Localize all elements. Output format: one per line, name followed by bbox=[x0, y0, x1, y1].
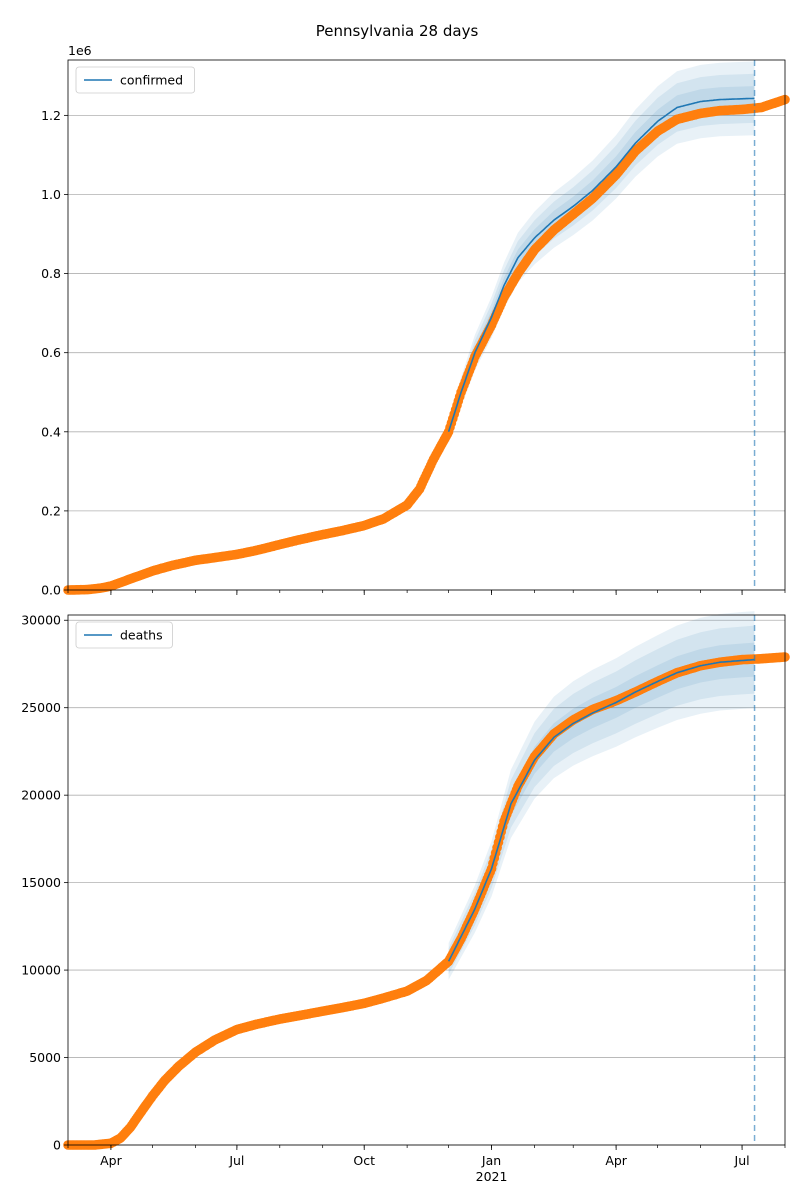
confirmed-plot-frame bbox=[67, 59, 786, 591]
confirmed-uncertainty-bands bbox=[448, 61, 755, 444]
confirmed-axes: 0.0 0.2 0.4 0.6 0.8 1.0 1.2 1e6 bbox=[41, 43, 786, 598]
confirmed-y-grid bbox=[68, 114, 785, 591]
deaths-ytick-label-4: 20000 bbox=[21, 788, 61, 803]
deaths-ytick-label-3: 15000 bbox=[21, 875, 61, 890]
deaths-panel: 0 5000 10000 15000 20000 25000 30000 Apr Jul Oct J… bbox=[21, 611, 790, 1184]
confirmed-ytick-label-4: 0.8 bbox=[41, 266, 61, 281]
deaths-ytick-label-5: 25000 bbox=[21, 700, 61, 715]
deaths-model-line bbox=[447, 658, 755, 962]
deaths-ytick-label-1: 5000 bbox=[29, 1050, 61, 1065]
deaths-axes: 0 5000 10000 15000 20000 25000 30000 Apr Jul Oct J… bbox=[21, 613, 786, 1184]
confirmed-ytick-label-1: 0.2 bbox=[41, 503, 61, 518]
deaths-ytick-label-6: 30000 bbox=[21, 613, 61, 628]
deaths-plot-frame bbox=[67, 614, 786, 1146]
deaths-legend-box bbox=[75, 621, 173, 649]
confirmed-model-series bbox=[447, 97, 755, 433]
deaths-xtick-label-0: Apr bbox=[100, 1153, 122, 1168]
deaths-ytick-label-2: 10000 bbox=[21, 963, 61, 978]
confirmed-ytick-label-0: 0.0 bbox=[41, 583, 61, 598]
confirmed-offset-label: 1e6 bbox=[68, 43, 92, 58]
confirmed-legend: confirmed bbox=[75, 66, 195, 94]
confirmed-model-line bbox=[447, 97, 755, 433]
confirmed-ytick-label-3: 0.6 bbox=[41, 345, 61, 360]
confirmed-band-2 bbox=[448, 86, 755, 436]
confirmed-ytick-label-6: 1.2 bbox=[41, 108, 61, 123]
deaths-observed-series bbox=[63, 652, 790, 1150]
deaths-xtick-label-5: Jul bbox=[734, 1153, 750, 1168]
deaths-xtick-label-4: Apr bbox=[605, 1153, 627, 1168]
deaths-xtick-label-1: Jul bbox=[228, 1153, 244, 1168]
confirmed-ytick-label-5: 1.0 bbox=[41, 187, 61, 202]
deaths-legend: deaths bbox=[75, 621, 173, 649]
confirmed-legend-box bbox=[75, 66, 195, 94]
confirmed-panel: 0.0 0.2 0.4 0.6 0.8 1.0 1.2 1e6 confirmed bbox=[41, 43, 790, 598]
confirmed-observed-series bbox=[63, 94, 790, 595]
x-year-label: 2021 bbox=[476, 1169, 508, 1184]
confirmed-ytick-label-2: 0.4 bbox=[41, 424, 61, 439]
deaths-ytick-label-0: 0 bbox=[53, 1138, 61, 1153]
deaths-xtick-label-3: Jan bbox=[481, 1153, 501, 1168]
confirmed-legend-label: confirmed bbox=[120, 73, 183, 88]
deaths-model-series bbox=[447, 658, 755, 962]
figure-title: Pennsylvania 28 days bbox=[316, 22, 479, 40]
deaths-xtick-label-2: Oct bbox=[353, 1153, 375, 1168]
deaths-band-0 bbox=[448, 611, 755, 980]
deaths-legend-label: deaths bbox=[120, 628, 163, 643]
